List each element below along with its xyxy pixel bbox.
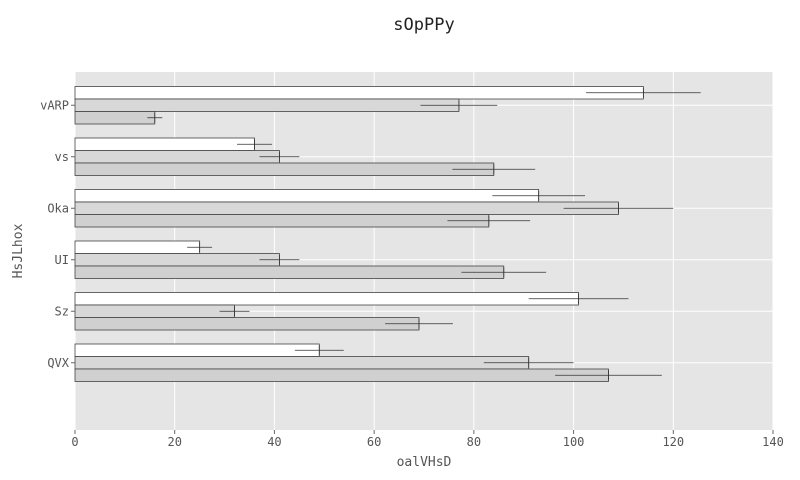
error-bars-group (147, 87, 701, 381)
bar (74, 189, 540, 203)
bar (74, 368, 609, 382)
y-axis-ticks: vARP vs Oka UI Sz QVX (40, 98, 75, 370)
bar (74, 86, 644, 100)
bar (74, 214, 490, 228)
x-axis-label: oalVHsD (397, 455, 452, 470)
bar (74, 317, 420, 331)
x-tick-label: 140 (762, 435, 784, 449)
bar (74, 304, 235, 318)
bar (74, 137, 255, 151)
bar (74, 240, 201, 254)
bar (74, 343, 320, 357)
bar (74, 292, 579, 306)
y-tick-label: UI (55, 253, 69, 267)
chart-title: sOpPPy (393, 15, 454, 35)
x-tick-label: 100 (563, 435, 585, 449)
bar (74, 150, 280, 164)
x-tick-label: 80 (467, 435, 481, 449)
bar (74, 111, 156, 125)
y-tick-label: vs (55, 150, 69, 164)
bar (74, 201, 619, 215)
y-tick-label: Oka (47, 201, 69, 215)
x-axis-ticks: 0 20 40 60 80 100 120 140 (71, 430, 784, 449)
x-tick-label: 120 (662, 435, 684, 449)
x-tick-label: 0 (71, 435, 78, 449)
bars-group (74, 86, 644, 382)
bar (74, 253, 280, 267)
y-tick-label: QVX (47, 356, 69, 370)
y-axis-label: HsJLhox (11, 223, 26, 278)
x-tick-label: 40 (267, 435, 281, 449)
x-tick-label: 60 (367, 435, 381, 449)
x-tick-label: 20 (167, 435, 181, 449)
bar (74, 98, 460, 112)
y-tick-label: vARP (40, 98, 69, 112)
bar (74, 162, 495, 176)
bar (74, 265, 505, 279)
y-tick-label: Sz (55, 304, 69, 318)
bar (74, 356, 530, 370)
